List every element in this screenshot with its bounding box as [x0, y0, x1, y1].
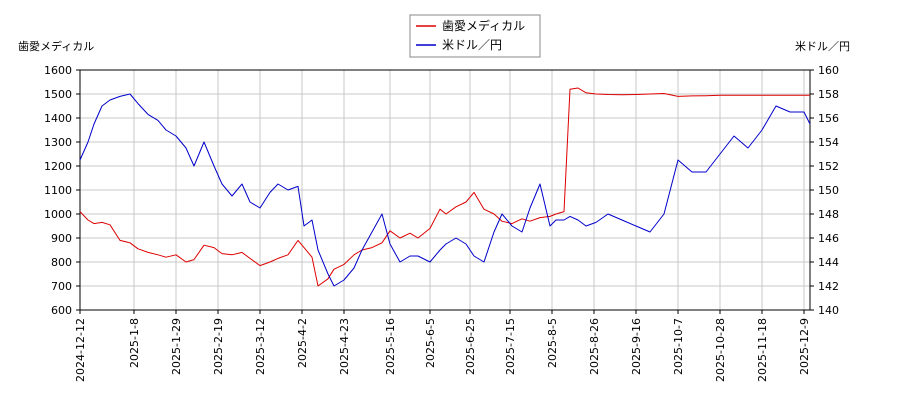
legend-label-0: 歯愛メディカル [442, 18, 525, 33]
x-tick-label: 2025-9-16 [630, 318, 643, 375]
x-tick-label: 2025-2-19 [212, 318, 225, 375]
x-tick-label: 2025-10-28 [714, 318, 727, 382]
x-tick-label: 2025-7-15 [504, 318, 517, 375]
left-tick-label: 800 [51, 256, 72, 269]
right-tick-label: 144 [818, 256, 839, 269]
x-tick-label: 2025-11-18 [756, 318, 769, 382]
left-tick-label: 1600 [44, 64, 72, 77]
left-axis-title: 歯愛メディカル [18, 39, 94, 53]
right-tick-label: 142 [818, 280, 839, 293]
x-tick-label: 2025-6-5 [424, 318, 437, 368]
series-layer [79, 87, 811, 287]
x-tick-label: 2025-1-8 [128, 318, 141, 368]
left-tick-label: 1300 [44, 136, 72, 149]
right-tick-label: 160 [818, 64, 839, 77]
right-tick-label: 150 [818, 184, 839, 197]
x-tick-label: 2025-3-12 [254, 318, 267, 375]
x-tick-label: 2025-8-5 [546, 318, 559, 368]
x-tick-label: 2025-8-26 [588, 318, 601, 375]
right-tick-label: 154 [818, 136, 839, 149]
left-tick-label: 700 [51, 280, 72, 293]
x-tick-label: 2025-6-25 [464, 318, 477, 375]
x-tick-label: 2025-12-9 [798, 318, 811, 375]
series-line-0 [79, 87, 810, 287]
right-tick-label: 156 [818, 112, 839, 125]
x-tick-label: 2025-5-16 [384, 318, 397, 375]
legend: 歯愛メディカル 米ドル／円 [409, 14, 541, 58]
right-tick-label: 140 [818, 304, 839, 317]
right-tick-label: 148 [818, 208, 839, 221]
left-tick-label: 1400 [44, 112, 72, 125]
right-axis-title: 米ドル／円 [795, 40, 850, 53]
legend-box [409, 14, 541, 58]
right-tick-label: 158 [818, 88, 839, 101]
x-tick-label: 2024-12-12 [74, 318, 87, 382]
series-line-1 [79, 93, 811, 287]
left-tick-label: 1100 [44, 184, 72, 197]
left-tick-label: 1200 [44, 160, 72, 173]
x-tick-label: 2025-4-2 [296, 318, 309, 368]
legend-label-1: 米ドル／円 [442, 38, 502, 52]
left-axis-ticks: 600 700 800 900 1000 1100 1200 1300 1400 1500 1600 [44, 64, 80, 317]
x-axis-ticks: 2024-12-12 2025-1-8 2025-1-29 2025-2-19 2025… [74, 310, 811, 382]
x-tick-label: 2025-10-7 [672, 318, 685, 375]
x-tick-label: 2025-4-23 [338, 318, 351, 375]
grid-lines [79, 69, 810, 311]
right-tick-label: 152 [818, 160, 839, 173]
left-tick-label: 600 [51, 304, 72, 317]
left-tick-label: 900 [51, 232, 72, 245]
right-axis-ticks: 140 142 144 146 148 150 152 154 156 158 160 [810, 64, 839, 317]
left-tick-label: 1000 [44, 208, 72, 221]
left-tick-label: 1500 [44, 88, 72, 101]
x-tick-label: 2025-1-29 [170, 318, 183, 375]
right-tick-label: 146 [818, 232, 839, 245]
